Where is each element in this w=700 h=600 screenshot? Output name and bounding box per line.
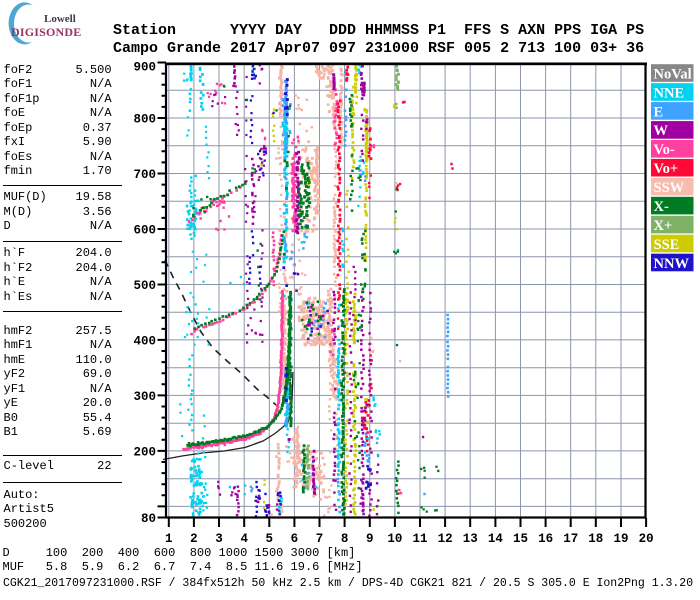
svg-text:NoVal: NoVal <box>654 66 692 82</box>
svg-text:11: 11 <box>412 532 427 546</box>
svg-text:14: 14 <box>488 532 504 546</box>
svg-text:Vo-: Vo- <box>654 142 675 158</box>
svg-text:700: 700 <box>133 168 156 182</box>
svg-text:Vo+: Vo+ <box>654 161 679 177</box>
svg-text:80: 80 <box>141 512 156 526</box>
svg-text:16: 16 <box>538 532 553 546</box>
svg-text:NNW: NNW <box>654 256 690 272</box>
svg-text:7: 7 <box>316 532 324 546</box>
svg-text:SSE: SSE <box>654 237 680 253</box>
svg-text:400: 400 <box>133 334 156 348</box>
svg-text:9: 9 <box>366 532 374 546</box>
svg-text:W: W <box>654 123 669 139</box>
svg-text:2: 2 <box>190 532 198 546</box>
svg-text:800: 800 <box>133 112 156 126</box>
svg-text:SSW: SSW <box>654 180 685 196</box>
svg-text:X-: X- <box>654 199 669 215</box>
svg-text:900: 900 <box>133 61 156 75</box>
svg-text:1: 1 <box>165 532 173 546</box>
svg-text:17: 17 <box>563 532 578 546</box>
svg-text:19: 19 <box>613 532 628 546</box>
svg-text:10: 10 <box>387 532 402 546</box>
svg-text:300: 300 <box>133 390 156 404</box>
svg-text:15: 15 <box>513 532 528 546</box>
svg-text:6: 6 <box>291 532 299 546</box>
svg-text:18: 18 <box>588 532 603 546</box>
svg-text:X+: X+ <box>654 218 673 234</box>
svg-text:20: 20 <box>639 532 654 546</box>
svg-text:3: 3 <box>215 532 223 546</box>
svg-text:200: 200 <box>133 445 156 459</box>
svg-text:NNE: NNE <box>654 85 685 101</box>
svg-text:600: 600 <box>133 223 156 237</box>
svg-text:500: 500 <box>133 279 156 293</box>
svg-text:4: 4 <box>240 532 248 546</box>
svg-text:13: 13 <box>463 532 478 546</box>
svg-text:8: 8 <box>341 532 349 546</box>
svg-text:E: E <box>654 104 664 120</box>
svg-text:12: 12 <box>438 532 453 546</box>
svg-text:5: 5 <box>266 532 274 546</box>
